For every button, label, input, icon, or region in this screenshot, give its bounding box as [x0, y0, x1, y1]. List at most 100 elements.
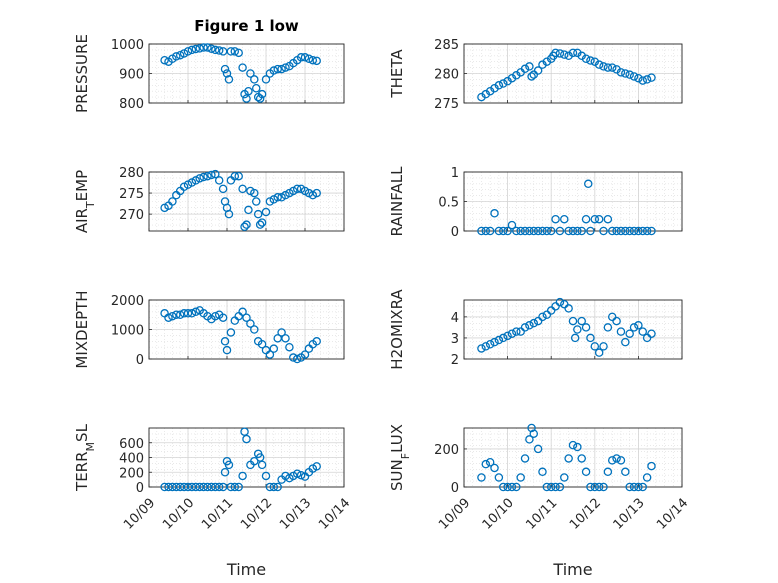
data-series [160, 169, 321, 232]
data-point [573, 442, 582, 452]
subplot-4: 0 0.5 1 RAINFALL [388, 166, 683, 240]
y-tick-label: 280 [119, 166, 144, 181]
data-point [581, 214, 591, 224]
data-point [529, 318, 539, 328]
y-tick-label: 0 [136, 353, 144, 368]
data-point [520, 323, 530, 332]
data-series [477, 423, 656, 492]
data-point [612, 226, 621, 236]
subplot-1: 800 900 1000 PRESSURE Figure 1 low [73, 17, 345, 113]
data-point [187, 309, 197, 318]
data-point [490, 337, 499, 347]
data-point [533, 66, 543, 75]
data-point [538, 467, 547, 477]
y-tick-label: 0 [451, 225, 459, 240]
data-point [244, 86, 253, 96]
data-point [164, 313, 173, 322]
data-point [494, 473, 504, 482]
data-point [218, 313, 228, 322]
data-point [520, 226, 530, 236]
data-point [226, 328, 236, 337]
data-series [160, 306, 321, 364]
data-point [568, 440, 578, 450]
y-axis-label: THETA [388, 49, 406, 99]
data-point [218, 184, 228, 194]
data-point [599, 62, 608, 71]
data-point [625, 70, 634, 79]
data-series [477, 297, 656, 357]
data-point [512, 482, 521, 492]
data-point [238, 63, 247, 72]
data-point [560, 473, 569, 482]
data-point [220, 467, 230, 477]
y-tick-label: 1 [451, 166, 459, 181]
data-point [551, 48, 560, 58]
data-point [590, 482, 600, 492]
data-point [647, 226, 656, 236]
data-point [577, 454, 586, 463]
data-point [481, 459, 491, 469]
data-point [503, 226, 512, 236]
y-axis-label: PRESSURE [73, 34, 91, 113]
axes-frame [463, 299, 683, 360]
data-point [224, 209, 234, 219]
data-point [516, 473, 525, 482]
data-point [638, 482, 648, 492]
data-point [211, 311, 220, 321]
data-point [594, 482, 604, 492]
data-point [507, 482, 517, 492]
data-point [594, 348, 604, 357]
data-point [542, 226, 552, 236]
data-point [546, 482, 556, 492]
data-point [257, 218, 267, 227]
data-point [296, 470, 306, 480]
data-point [555, 297, 565, 307]
data-point [590, 342, 600, 351]
y-tick-label: 2 [451, 353, 459, 368]
data-point [187, 45, 197, 55]
data-point [581, 54, 591, 64]
data-point [516, 226, 525, 236]
data-point [498, 79, 508, 88]
data-point [168, 197, 177, 206]
data-point [647, 329, 656, 338]
data-point [246, 69, 255, 78]
data-point [568, 226, 578, 236]
data-point [533, 226, 543, 236]
data-point [616, 327, 626, 336]
data-point [570, 333, 580, 343]
data-point [525, 62, 534, 71]
data-point [244, 205, 253, 215]
data-point [224, 460, 234, 470]
data-point [603, 467, 613, 477]
data-point [546, 226, 556, 236]
x-axis-label: Time [226, 560, 266, 579]
data-point [533, 444, 543, 454]
data-point [498, 482, 508, 492]
data-point [255, 220, 265, 229]
data-point [642, 75, 652, 84]
data-point [300, 53, 310, 62]
data-point [195, 174, 204, 183]
data-point [607, 456, 617, 465]
data-series [477, 48, 656, 102]
data-point [607, 312, 617, 322]
data-point [507, 329, 517, 338]
y-axis-label: RAINFALL [388, 166, 406, 237]
data-series [477, 179, 656, 236]
data-point [529, 429, 539, 438]
data-point [503, 482, 512, 492]
data-point [527, 72, 536, 81]
y-tick-label: 270 [119, 208, 144, 223]
data-point [520, 454, 530, 463]
data-point [242, 220, 251, 229]
axes-frame [463, 427, 683, 488]
data-point [634, 226, 643, 236]
y-tick-label: 3 [451, 332, 459, 347]
data-point [642, 333, 652, 343]
data-point [277, 64, 286, 74]
data-point [647, 73, 656, 82]
y-tick-label: 1000 [111, 38, 144, 53]
data-point [234, 171, 243, 181]
